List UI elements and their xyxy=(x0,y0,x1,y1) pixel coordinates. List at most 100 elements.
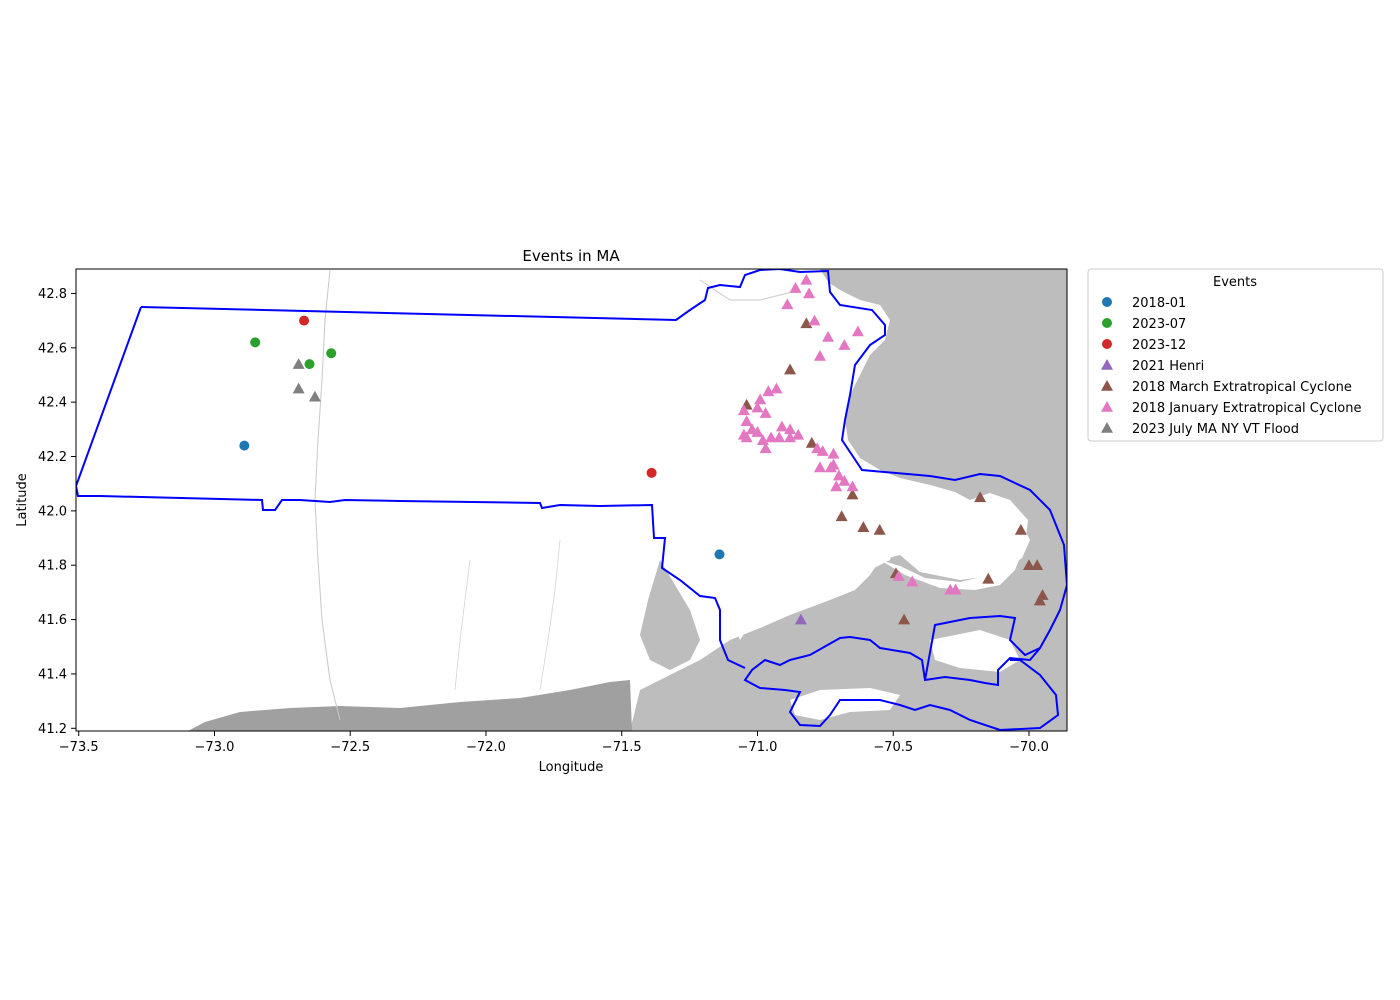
event-triangle-marker xyxy=(792,428,805,440)
event-triangle-marker xyxy=(1033,594,1046,606)
event-triangle-marker xyxy=(740,431,753,443)
minor-river-line-2 xyxy=(539,539,561,691)
narragansett-bay-shape xyxy=(640,560,700,670)
event-triangle-marker xyxy=(781,298,794,310)
event-triangle-marker xyxy=(794,613,807,625)
event-triangle-marker xyxy=(816,445,829,456)
y-tick-label: 42.2 xyxy=(38,450,67,465)
event-triangle-marker xyxy=(838,339,851,350)
event-triangle-marker xyxy=(892,570,905,581)
event-triangle-marker xyxy=(292,358,305,369)
legend-marker xyxy=(1102,318,1112,328)
event-triangle-marker xyxy=(784,363,797,375)
cape-cod-boundary-loop xyxy=(924,614,1041,681)
legend-marker xyxy=(1101,359,1113,370)
event-triangle-marker xyxy=(770,382,783,394)
atlantic-ocean-shape xyxy=(630,269,1067,731)
y-tick-label: 41.6 xyxy=(38,613,67,628)
event-triangle-marker xyxy=(813,461,826,473)
event-triangle-marker xyxy=(898,613,911,625)
y-tick-label: 42.6 xyxy=(38,341,67,356)
event-triangle-marker xyxy=(803,287,816,299)
legend-label: 2018-01 xyxy=(1132,296,1186,311)
event-triangle-marker xyxy=(949,583,962,595)
legend-label: 2021 Henri xyxy=(1132,359,1204,374)
event-point-marker xyxy=(250,337,261,348)
legend-marker xyxy=(1101,422,1113,433)
chart-title: Events in MA xyxy=(522,247,620,265)
y-tick-label: 42.8 xyxy=(38,287,67,302)
legend-label: 2018 January Extratropical Cyclone xyxy=(1132,401,1362,416)
legend-label: 2023 July MA NY VT Flood xyxy=(1132,422,1299,437)
event-triangle-marker xyxy=(906,575,919,587)
x-tick-label: −71.5 xyxy=(602,740,642,755)
event-triangle-marker xyxy=(822,330,835,342)
event-triangle-marker xyxy=(292,382,305,394)
y-axis-ticks: 41.2 41.4 41.6 41.8 42.0 42.2 42.4 42.6 42.8 xyxy=(38,287,76,737)
legend-marker xyxy=(1101,380,1113,391)
marthas-vineyard-land xyxy=(790,688,900,720)
event-triangle-marker xyxy=(805,436,818,448)
event-triangle-marker xyxy=(846,488,859,500)
legend-items: 2018-01 2023-07 2023-12 2021 Henri 2018 Marc… xyxy=(1101,296,1362,437)
event-point-marker xyxy=(299,315,310,326)
y-axis-label: Latitude xyxy=(15,473,30,527)
event-point-marker xyxy=(326,348,337,359)
x-tick-label: −73.0 xyxy=(195,740,235,755)
x-tick-label: −70.5 xyxy=(873,740,913,755)
x-tick-label: −72.0 xyxy=(466,740,506,755)
y-tick-label: 41.8 xyxy=(38,559,67,574)
event-triangle-marker xyxy=(824,461,837,473)
legend-box xyxy=(1087,268,1384,442)
x-tick-label: −72.5 xyxy=(330,740,370,755)
event-triangle-marker xyxy=(832,469,845,481)
event-triangle-marker xyxy=(740,415,753,426)
event-point-marker xyxy=(714,549,725,560)
legend-label: 2023-07 xyxy=(1132,317,1186,332)
state-boundary-west-south xyxy=(76,306,746,669)
event-triangle-marker xyxy=(835,510,848,522)
event-triangle-marker xyxy=(751,401,764,413)
basemap xyxy=(76,269,1067,731)
event-triangle-marker xyxy=(982,572,995,584)
event-triangle-marker xyxy=(765,431,778,443)
event-markers xyxy=(239,273,1049,625)
legend-label: 2018 March Extratropical Cyclone xyxy=(1132,380,1352,395)
event-triangle-marker xyxy=(754,393,767,405)
state-boundary-outline xyxy=(140,269,1067,731)
event-triangle-marker xyxy=(838,474,851,486)
event-triangle-marker xyxy=(775,420,788,432)
y-tick-label: 42.0 xyxy=(38,504,67,519)
event-triangle-marker xyxy=(308,390,321,402)
y-tick-label: 41.4 xyxy=(38,667,67,682)
axes-frame xyxy=(75,268,1068,732)
legend-label: 2023-12 xyxy=(1132,338,1186,353)
event-triangle-marker xyxy=(789,282,802,293)
event-triangle-marker xyxy=(830,480,843,492)
event-point-marker xyxy=(304,359,315,370)
event-triangle-marker xyxy=(756,434,769,446)
event-point-marker xyxy=(239,440,250,451)
x-axis-ticks: −73.5 −73.0 −72.5 −72.0 −71.5 −71.0 −70.5 −70.0 xyxy=(59,731,1049,755)
x-tick-label: −70.0 xyxy=(1009,740,1049,755)
event-triangle-marker xyxy=(1022,559,1035,571)
event-triangle-marker xyxy=(1031,559,1044,571)
y-tick-label: 42.4 xyxy=(38,396,67,411)
event-triangle-marker xyxy=(762,385,775,397)
y-tick-label: 41.2 xyxy=(38,722,67,737)
mainland-coast-land xyxy=(700,269,895,640)
legend-marker xyxy=(1102,339,1112,349)
nantucket-land xyxy=(930,630,1020,672)
legend-marker xyxy=(1101,401,1113,412)
event-triangle-marker xyxy=(759,407,772,418)
merrimack-river-line xyxy=(699,279,801,301)
legend-marker xyxy=(1102,297,1112,307)
legend-title: Events xyxy=(1213,275,1257,290)
minor-river-line xyxy=(454,559,471,691)
x-tick-label: −71.0 xyxy=(738,740,778,755)
event-triangle-marker xyxy=(1036,589,1049,600)
event-triangle-marker xyxy=(1014,523,1027,535)
event-triangle-marker xyxy=(857,521,870,532)
